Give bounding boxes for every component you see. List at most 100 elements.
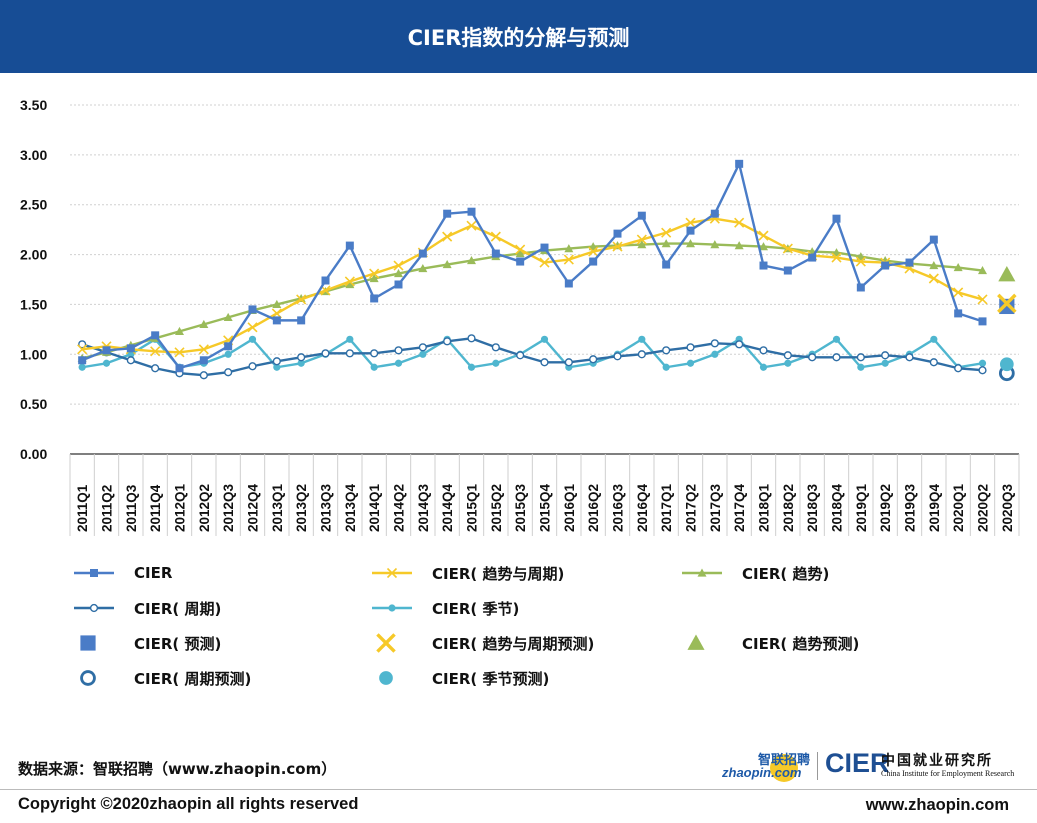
data-point: [832, 353, 841, 362]
chart-legend: CIER CIER( 趋势与周期) CIER( 趋势) CIER( 周期) CIER( …: [0, 556, 1037, 706]
data-point: [686, 343, 695, 352]
data-point: [832, 335, 841, 343]
legend-swatch: [80, 670, 96, 686]
data-point: [954, 309, 963, 318]
data-point: [783, 266, 792, 275]
data-point: [467, 363, 476, 371]
data-point: [102, 346, 111, 355]
data-point: [467, 256, 476, 265]
y-tick-label: 0.50: [20, 396, 47, 412]
data-point: [248, 362, 257, 371]
legend-item: CIER( 季节预测): [370, 661, 549, 695]
legend-marker-stroke: [386, 567, 398, 579]
data-point: [296, 294, 307, 305]
data-point: [540, 335, 549, 343]
x-tick-label: 2014Q4: [440, 483, 455, 532]
legend-label: CIER( 趋势与周期): [432, 564, 565, 583]
chart-series: [77, 159, 1017, 382]
legend-swatch: [682, 568, 722, 577]
data-point: [636, 234, 647, 245]
data-point: [784, 359, 792, 367]
logo-divider: [817, 752, 818, 780]
data-point: [272, 299, 282, 309]
y-tick-label: 3.50: [20, 97, 47, 113]
data-point: [540, 243, 549, 252]
data-point: [78, 356, 87, 365]
data-point: [539, 257, 550, 268]
data-point-stroke: [539, 257, 550, 268]
data-point: [734, 217, 745, 228]
x-tick-label: 2019Q3: [903, 483, 918, 532]
data-point: [783, 351, 792, 360]
data-point: [466, 220, 477, 231]
data-point: [491, 343, 500, 352]
legend-item: CIER( 趋势预测): [680, 626, 859, 660]
data-point: [272, 357, 281, 366]
data-point-stroke: [369, 268, 380, 279]
data-point: [685, 217, 696, 228]
legend-label: CIER( 季节预测): [432, 669, 550, 688]
legend-swatch: [376, 633, 396, 653]
x-tick-label: 2019Q2: [878, 484, 893, 532]
x-tick-label: 2013Q2: [294, 484, 309, 532]
line-chart: 0.000.501.001.502.002.503.003.50 2011Q1 2…: [20, 97, 1020, 536]
data-point: [394, 280, 403, 289]
data-point: [661, 227, 672, 238]
footer-divider: [0, 789, 1037, 790]
data-point: [491, 249, 500, 258]
data-point: [928, 273, 939, 284]
data-point: [930, 335, 938, 343]
y-tick-label: 3.00: [20, 147, 47, 163]
forecast-point-stroke: [997, 293, 1017, 314]
data-point: [856, 353, 865, 362]
x-tick-label: 2012Q3: [221, 483, 236, 532]
data-point-stroke: [77, 344, 88, 355]
data-point: [686, 226, 695, 235]
data-point: [881, 351, 890, 360]
legend-marker: [379, 671, 393, 685]
data-point: [102, 359, 111, 367]
x-tick-label: 2011Q4: [148, 484, 163, 532]
data-point: [370, 294, 379, 303]
data-point: [686, 239, 695, 248]
data-point: [297, 353, 306, 362]
data-point: [345, 349, 354, 358]
data-point: [661, 239, 671, 248]
legend-item: CIER( 周期): [72, 591, 221, 625]
x-tick-label: 2012Q4: [246, 483, 261, 532]
data-point: [224, 350, 232, 358]
data-point: [321, 276, 330, 285]
data-point: [881, 261, 890, 270]
data-point: [515, 244, 526, 255]
data-point-stroke: [758, 230, 769, 241]
data-point-stroke: [442, 231, 453, 242]
data-point-stroke: [588, 246, 599, 257]
x-tick-label: 2013Q1: [270, 483, 285, 532]
data-point: [321, 349, 330, 358]
data-point: [247, 322, 258, 333]
legend-item: CIER( 周期预测): [72, 661, 251, 695]
data-point: [199, 371, 208, 380]
copyright-text: Copyright ©2020zhaopin all rights reserv…: [18, 795, 359, 813]
data-point: [248, 335, 257, 343]
data-point: [929, 235, 938, 244]
legend-marker: [388, 604, 396, 612]
x-tick-label: 2020Q3: [1000, 483, 1015, 532]
data-point-stroke: [685, 217, 696, 228]
data-point: [637, 211, 646, 220]
series-line: [81, 242, 983, 360]
legend-item: CIER( 趋势与周期预测): [370, 626, 594, 660]
data-point-stroke: [320, 285, 331, 296]
x-tick-label: 2018Q1: [757, 483, 772, 532]
data-point: [978, 317, 987, 326]
x-tick-label: 2011Q3: [124, 484, 139, 532]
data-point: [637, 240, 647, 249]
data-point: [857, 363, 865, 371]
x-tick-label: 2012Q2: [197, 484, 212, 532]
data-point-stroke: [344, 276, 355, 287]
data-point: [419, 350, 427, 358]
data-point-stroke: [296, 294, 307, 305]
data-point: [808, 353, 817, 362]
data-point-stroke: [393, 260, 404, 271]
data-point: [856, 283, 865, 292]
